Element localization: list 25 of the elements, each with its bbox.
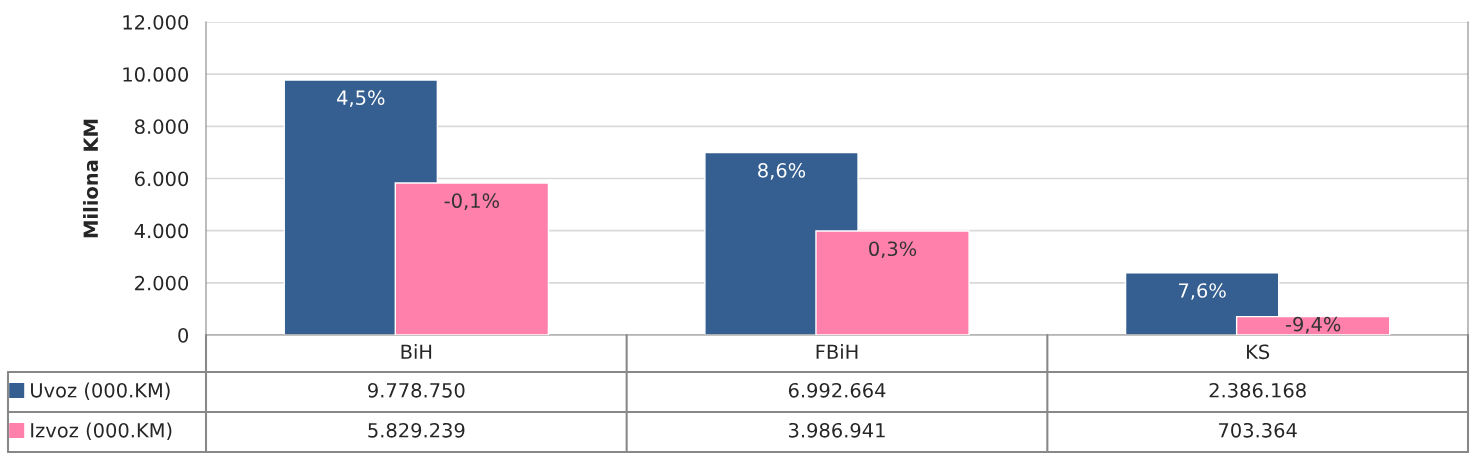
- y-tick-label: 10.000: [123, 67, 189, 82]
- text: 703.364: [1219, 422, 1297, 438]
- x-tick-label: FBiH: [816, 344, 858, 359]
- annotation: 8,6%: [758, 162, 806, 180]
- annotation: 0,3%: [869, 241, 917, 259]
- annotation: -9,4%: [1285, 316, 1341, 334]
- annotation: 7,6%: [1179, 283, 1226, 300]
- x-tick-label: BiH: [401, 344, 432, 359]
- legend-label: Izvoz (000.KM): [31, 422, 172, 440]
- legend-label: Uvoz (000.KM): [31, 382, 170, 400]
- annotation: -0,1%: [444, 193, 499, 211]
- y-tick-label: 0: [178, 327, 189, 343]
- text: 3.986.941: [789, 422, 885, 438]
- text: 9.778.750: [368, 382, 465, 398]
- x-tick-label: KS: [1247, 344, 1270, 360]
- y-tick-label: 4.000: [134, 223, 189, 239]
- y-axis-title: Miliona KM: [83, 119, 99, 238]
- text: 2.386.168: [1209, 382, 1306, 398]
- y-tick-label: 6.000: [135, 171, 189, 187]
- text: 5.829.239: [368, 422, 465, 438]
- text: 6.992.664: [788, 382, 886, 398]
- y-tick-label: 12.000: [123, 14, 189, 30]
- y-tick-label: 8.000: [134, 119, 189, 134]
- annotation: 4,5%: [337, 90, 385, 108]
- y-tick-label: 2.000: [135, 275, 189, 291]
